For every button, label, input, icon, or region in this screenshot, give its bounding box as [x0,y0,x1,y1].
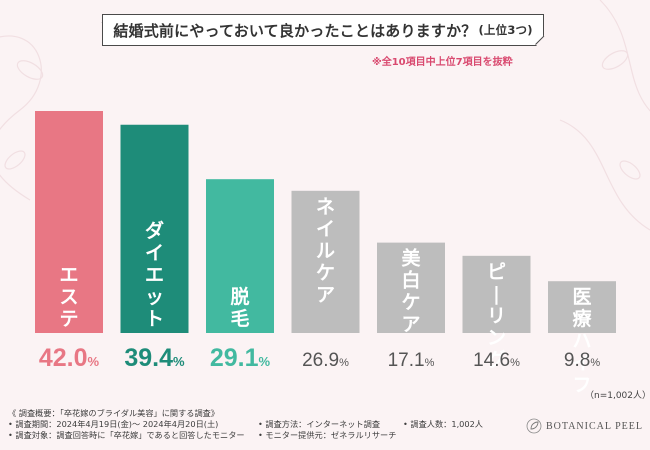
bar-1 [35,111,103,333]
bar-category-label: 美白ケア [401,247,421,336]
footer-count: • 調査人数：1,002人 [403,419,483,429]
sample-size: （n=1,002人） [585,391,650,401]
chart-note: ※全10項目中上位7項目を抜粋 [372,57,513,68]
brand-logo: BOTANICAL PEEL [526,417,644,435]
title-sub: (上位3つ) [478,23,533,37]
footer-provider: • モニター提供元：ゼネラルリサーチ [258,430,397,440]
bar-category-label: ピ|リング [487,261,506,371]
brand-name: BOTANICAL PEEL [546,420,643,432]
bar-value-label: 39.4% [124,344,185,372]
bar-category-label: ダイエット [145,219,164,330]
bar-2 [120,124,189,333]
footer-period: • 調査期間：2024年4月19日(金)～ 2024年4月20日(土) [8,419,219,429]
bar-value-label: 14.6% [473,350,520,371]
bar-5 [377,242,445,333]
bar-category-label: エステ [59,264,78,330]
bar-6 [462,255,531,333]
title-main: 結婚式前にやっておいて良かったことはありますか？ [113,21,477,40]
bar-7 [548,281,616,333]
leaf-icon [526,418,542,434]
footer-target: • 調査対象：調査回答時に「卒花嫁」であると回答したモニター [8,430,245,440]
bar-category-label: 脱毛 [230,285,249,330]
bar-value-label: 9.8% [564,350,600,371]
bar-category-label: 医療ハイフ [572,286,592,396]
bar-category-label: ネイルケア [316,196,335,306]
bar-value-label: 42.0% [39,344,100,372]
bar-4 [291,190,360,333]
chart-title: 結婚式前にやっておいて良かったことはありますか？ (上位3つ) [102,14,544,46]
bar-3 [206,179,274,333]
bar-value-label: 26.9% [302,350,349,371]
bar-value-label: 29.1% [210,344,271,372]
bar-value-label: 17.1% [388,350,435,371]
footer-overview: 《 調査概要：「卒花嫁のブライダル美容」に関する調査》 [8,408,220,418]
footer-method: • 調査方法：インターネット調査 [258,419,381,429]
